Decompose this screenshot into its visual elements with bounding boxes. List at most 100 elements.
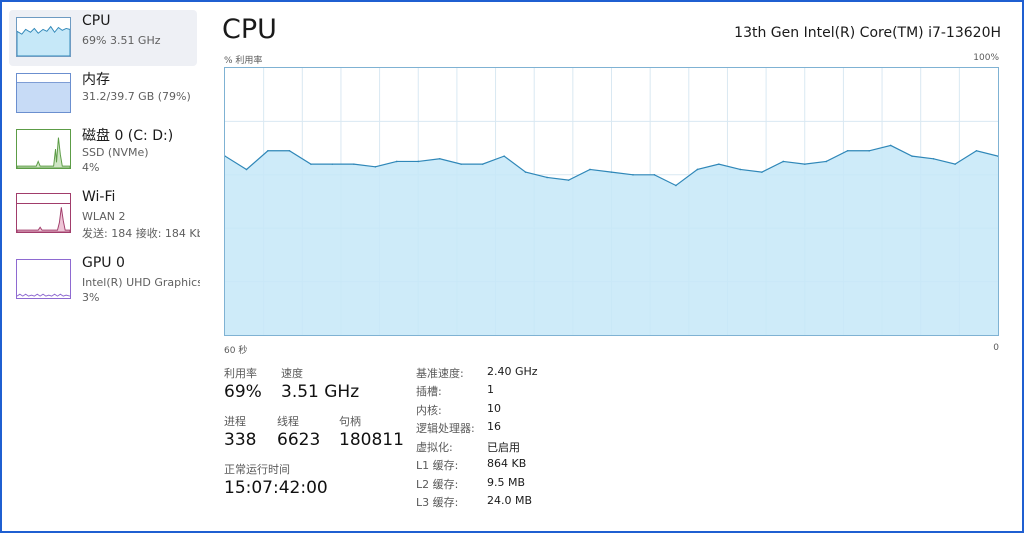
sidebar-item-title: GPU 0: [82, 255, 125, 271]
graph-y-max-label: 100%: [973, 53, 999, 63]
cpu-utilization-point: [310, 163, 312, 165]
spec-value-l3-cache: 24.0 MB: [487, 494, 533, 507]
sidebar-item-disk[interactable]: 磁盘 0 (C: D:) SSD (NVMe) 4%: [9, 122, 197, 178]
processes-value: 338: [224, 430, 257, 450]
cpu-utilization-point: [761, 171, 763, 173]
cpu-utilization-point: [288, 149, 291, 152]
cpu-utilization-point: [653, 174, 656, 176]
sidebar-item-subtitle: 31.2/39.7 GB (79%): [82, 90, 191, 103]
cpu-utilization-point: [975, 149, 978, 152]
cpu-utilization-point: [825, 160, 828, 163]
cpu-utilization-point: [997, 155, 998, 157]
cpu-utilization-point: [331, 163, 334, 165]
sidebar-item-gpu[interactable]: GPU 0 Intel(R) UHD Graphics 3%: [9, 252, 200, 308]
wifi-mini-graph: [16, 193, 71, 233]
cpu-utilization-point: [245, 168, 248, 171]
sidebar-item-title: CPU: [82, 13, 111, 29]
threads-value: 6623: [277, 430, 321, 450]
threads-label: 线程: [277, 415, 299, 428]
uptime-label: 正常运行时间: [224, 463, 290, 476]
cpu-mini-graph: [16, 17, 71, 57]
cpu-utilization-point: [868, 149, 870, 152]
sidebar-item-title: Wi-Fi: [82, 189, 116, 205]
cpu-utilization-point: [524, 171, 527, 173]
cpu-utilization-point: [353, 163, 355, 165]
cpu-utilization-point: [567, 179, 570, 181]
sidebar-item-subtitle: WLAN 2: [82, 210, 126, 223]
sidebar-item-subtitle: Intel(R) UHD Graphics: [82, 276, 200, 289]
spec-value-l1-cache: 864 KB: [487, 457, 527, 470]
graph-y-axis-label: % 利用率: [224, 56, 263, 66]
cpu-utilization-point: [889, 144, 892, 147]
spec-value-virtualization: 已启用: [487, 441, 520, 454]
cpu-utilization-point: [718, 163, 720, 165]
cpu-utilization-point: [481, 163, 484, 165]
speed-label: 速度: [281, 367, 303, 380]
sidebar-item-detail: 发送: 184 接收: 184 Kbps: [82, 227, 200, 240]
utilization-label: 利用率: [224, 367, 257, 380]
spec-value-logical-processors: 16: [487, 420, 501, 433]
spec-value-base-speed: 2.40 GHz: [487, 365, 538, 378]
cpu-utilization-point: [696, 168, 699, 171]
cpu-utilization-point: [932, 157, 935, 160]
sidebar-item-title: 内存: [82, 72, 110, 88]
utilization-value: 69%: [224, 382, 262, 402]
spec-key-virtualization: 虚拟化:: [416, 441, 453, 454]
cpu-utilization-point: [417, 160, 420, 163]
spec-value-cores: 10: [487, 402, 501, 415]
cpu-utilization-point: [803, 163, 806, 165]
cpu-utilization-point: [675, 184, 677, 187]
handles-label: 句柄: [339, 415, 361, 428]
cpu-utilization-point: [589, 168, 591, 171]
cpu-detail-pane: CPU 13th Gen Intel(R) Core(TM) i7-13620H…: [222, 2, 1022, 531]
sidebar-item-cpu[interactable]: CPU 69% 3.51 GHz: [9, 10, 197, 66]
cpu-utilization-point: [225, 155, 226, 157]
cpu-utilization-point: [438, 157, 441, 160]
handles-value: 180811: [339, 430, 404, 450]
cpu-utilization-point: [267, 149, 269, 152]
cpu-utilization-point: [954, 163, 956, 165]
cpu-utilization-point: [395, 160, 398, 163]
sidebar-item-subtitle: SSD (NVMe): [82, 146, 149, 159]
cpu-utilization-svg: [225, 68, 998, 335]
graph-x-right-label: 0: [993, 343, 999, 353]
spec-key-l1-cache: L1 缓存:: [416, 459, 459, 472]
cpu-utilization-point: [503, 155, 505, 157]
uptime-value: 15:07:42:00: [224, 478, 328, 498]
sidebar-item-memory[interactable]: 内存 31.2/39.7 GB (79%): [9, 66, 197, 122]
processes-label: 进程: [224, 415, 246, 428]
cpu-utilization-point: [782, 160, 785, 163]
cpu-utilization-point: [610, 171, 613, 173]
spec-key-cores: 内核:: [416, 404, 442, 417]
memory-mini-graph: [16, 73, 71, 113]
spec-value-l2-cache: 9.5 MB: [487, 476, 526, 489]
cpu-model-name: 13th Gen Intel(R) Core(TM) i7-13620H: [734, 25, 1001, 41]
sidebar-item-detail: 4%: [82, 161, 100, 174]
cpu-utilization-point: [460, 163, 462, 165]
cpu-utilization-point: [911, 155, 913, 157]
sidebar-item-detail: 3%: [82, 291, 100, 304]
cpu-utilization-point: [846, 149, 849, 152]
sidebar-item-title: 磁盘 0 (C: D:): [82, 128, 174, 144]
gpu-mini-graph: [16, 259, 71, 299]
spec-key-logical-processors: 逻辑处理器:: [416, 422, 475, 435]
spec-key-l2-cache: L2 缓存:: [416, 478, 459, 491]
cpu-utilization-area: [225, 145, 998, 335]
page-title: CPU: [222, 14, 277, 45]
graph-x-left-label: 60 秒: [224, 346, 248, 356]
cpu-utilization-point: [374, 165, 377, 168]
speed-value: 3.51 GHz: [281, 382, 360, 402]
spec-key-base-speed: 基准速度:: [416, 367, 464, 380]
spec-value-sockets: 1: [487, 383, 494, 396]
cpu-utilization-point: [739, 168, 742, 171]
sidebar-item-wifi[interactable]: Wi-Fi WLAN 2 发送: 184 接收: 184 Kbps: [9, 186, 200, 242]
cpu-utilization-graph: [224, 67, 999, 336]
spec-key-l3-cache: L3 缓存:: [416, 496, 459, 509]
cpu-utilization-point: [546, 176, 548, 179]
sidebar-item-subtitle: 69% 3.51 GHz: [82, 34, 161, 47]
spec-key-sockets: 插槽:: [416, 385, 442, 398]
performance-sidebar: CPU 69% 3.51 GHz 内存 31.2/39.7 GB (79%) 磁…: [2, 2, 202, 531]
disk-mini-graph: [16, 129, 71, 169]
cpu-utilization-point: [632, 174, 634, 176]
